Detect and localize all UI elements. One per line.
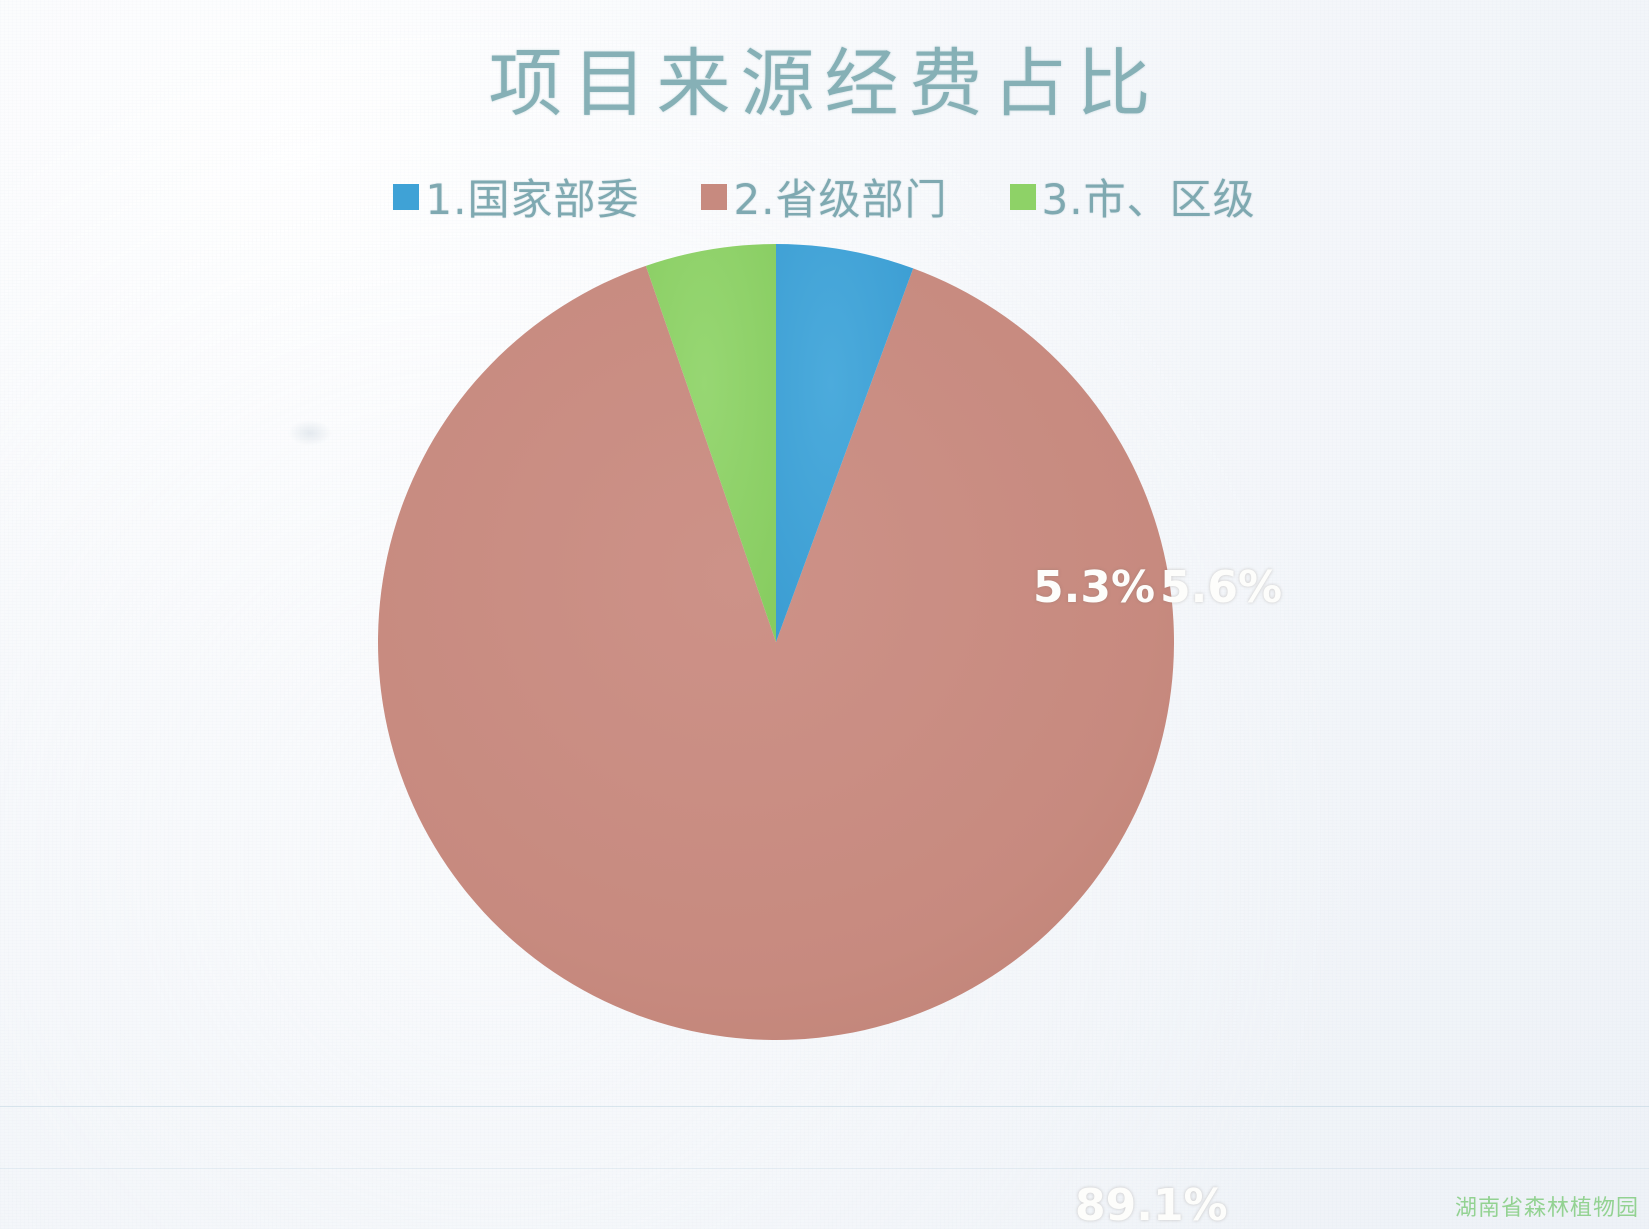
chart-legend: 1.国家部委 2.省级部门 3.市、区级 — [0, 166, 1649, 227]
legend-label-national: 1.国家部委 — [425, 175, 640, 224]
legend-swatch-red-icon — [701, 183, 728, 210]
legend-swatch-green-icon — [1009, 183, 1036, 210]
paper-smudge — [288, 420, 332, 446]
legend-item-provincial[interactable]: 2.省级部门 — [701, 166, 947, 227]
pie-label-national: 5.6% — [1160, 562, 1283, 613]
pie-chart: 5.3% 5.6% 89.1% — [378, 244, 1282, 1229]
pie-label-municipal: 5.3% — [1033, 562, 1156, 613]
page-title: 项目来源经费占比 — [488, 41, 1161, 127]
pie-label-provincial: 89.1% — [1075, 1180, 1228, 1229]
pie-chart-svg — [378, 244, 1174, 1040]
legend-label-provincial: 2.省级部门 — [733, 175, 948, 224]
legend-item-national[interactable]: 1.国家部委 — [393, 166, 639, 227]
scan-seam-line-secondary — [0, 1168, 1649, 1169]
legend-swatch-blue-icon — [393, 183, 420, 210]
legend-label-municipal: 3.市、区级 — [1041, 175, 1256, 224]
pie-slice-municipal[interactable] — [645, 244, 776, 642]
scan-seam-line — [0, 1106, 1649, 1107]
pie-slice-national[interactable] — [776, 244, 914, 642]
pie-slice-provincial[interactable] — [378, 265, 1174, 1040]
legend-item-municipal[interactable]: 3.市、区级 — [1009, 166, 1256, 227]
watermark-text: 湖南省森林植物园 — [1454, 1196, 1639, 1221]
